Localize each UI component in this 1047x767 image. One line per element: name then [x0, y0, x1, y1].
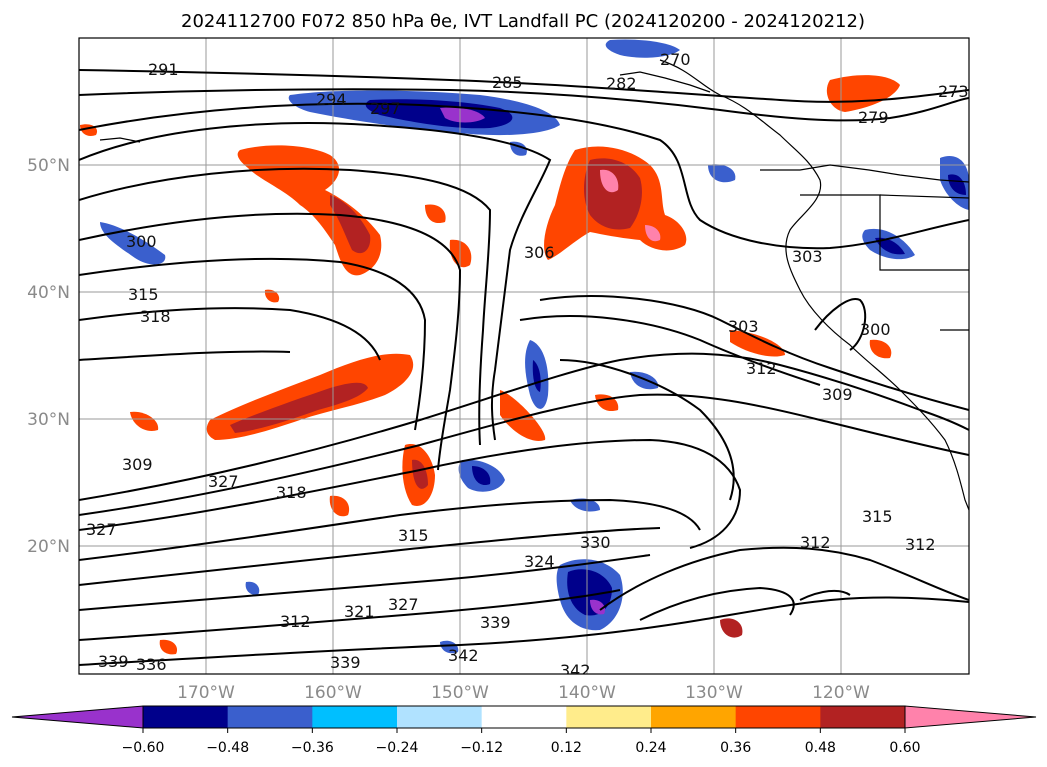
colorbar-tick-label: −0.48 [206, 740, 249, 756]
contour-label: 312 [746, 359, 777, 378]
colorbar-segment [143, 706, 229, 728]
colorbar-segment [820, 706, 906, 728]
contour-label: 297 [370, 99, 401, 118]
colorbar-tick-label: 0.48 [805, 740, 836, 756]
lat-label: 50°N [27, 156, 70, 176]
contour-label: 339 [480, 613, 511, 632]
contour-label: 342 [448, 646, 479, 665]
lat-label: 30°N [27, 410, 70, 430]
colorbar-tick-label: −0.36 [291, 740, 334, 756]
lon-label: 130°W [685, 683, 743, 703]
contour-label: 312 [280, 612, 311, 631]
contour-label: 306 [524, 243, 555, 262]
contour-label: 315 [398, 526, 429, 545]
colorbar-tick-label: 0.36 [720, 740, 751, 756]
contour-label: 312 [800, 533, 831, 552]
contour-label: 324 [524, 552, 555, 571]
colorbar-tick-label: −0.60 [122, 740, 165, 756]
contour-label: 327 [208, 472, 239, 491]
contour-label: 327 [388, 595, 419, 614]
contour-label: 315 [862, 507, 893, 526]
figure-title: 2024112700 F072 850 hPa θe, IVT Landfall… [181, 11, 865, 32]
contour-label: 321 [344, 602, 375, 621]
colorbar-segment [566, 706, 652, 728]
contour-label: 279 [858, 108, 889, 127]
lon-label: 120°W [812, 683, 870, 703]
contour-label: 339 [330, 653, 361, 672]
colorbar-segment [227, 706, 313, 728]
contour-label: 273 [938, 82, 969, 101]
contour-label: 300 [860, 320, 891, 339]
graticule [79, 38, 969, 674]
colorbar-segment [397, 706, 483, 728]
lat-label: 20°N [27, 537, 70, 557]
colorbar-segment [481, 706, 567, 728]
colorbar-tick-label: 0.12 [551, 740, 582, 756]
contour-label: 294 [316, 90, 347, 109]
theta-e-contours [79, 69, 969, 666]
contour-label: 303 [728, 317, 759, 336]
lon-label: 160°W [304, 683, 362, 703]
colorbar-tick-label: −0.24 [376, 740, 419, 756]
colorbar: −0.60 −0.48 −0.36 −0.24 −0.12 0.12 0.24 0.36 0.4… [11, 705, 1037, 756]
contour-label: 282 [606, 74, 637, 93]
contour-label: 318 [276, 483, 307, 502]
contour-label: 309 [822, 385, 853, 404]
colorbar-tick-label: 0.24 [635, 740, 666, 756]
contour-label: 336 [136, 655, 167, 674]
contour-label: 342 [560, 661, 591, 680]
colorbar-tick-label: 0.60 [889, 740, 920, 756]
lon-label: 170°W [177, 683, 235, 703]
lon-label: 140°W [558, 683, 616, 703]
lon-label: 150°W [431, 683, 489, 703]
map-panel: 291 285 282 270 294 297 279 273 300 306 … [78, 37, 970, 680]
contour-label: 285 [492, 73, 523, 92]
colorbar-extend-max [904, 705, 1037, 729]
colorbar-extend-min [11, 705, 144, 729]
colorbar-segment [312, 706, 398, 728]
colorbar-tick-label: −0.12 [460, 740, 503, 756]
colorbar-segment [651, 706, 737, 728]
contour-labels: 291 285 282 270 294 297 279 273 300 306 … [86, 50, 969, 680]
colorbar-outline [142, 705, 906, 729]
contour-label: 309 [122, 455, 153, 474]
lat-label: 40°N [27, 283, 70, 303]
latitude-labels: 50°N 40°N 30°N 20°N [27, 156, 70, 557]
contour-label: 303 [792, 247, 823, 266]
contour-label: 270 [660, 50, 691, 69]
contour-label: 318 [140, 307, 171, 326]
longitude-labels: 170°W 160°W 150°W 140°W 130°W 120°W [177, 683, 870, 703]
contour-label: 327 [86, 520, 117, 539]
contour-label: 339 [98, 652, 129, 671]
coastlines [99, 59, 969, 511]
contour-label: 330 [580, 533, 611, 552]
pc-shading [80, 39, 969, 655]
colorbar-segment [735, 706, 821, 728]
contour-label: 300 [126, 232, 157, 251]
contour-label: 291 [148, 60, 179, 79]
contour-label: 315 [128, 285, 159, 304]
contour-label: 312 [905, 535, 936, 554]
